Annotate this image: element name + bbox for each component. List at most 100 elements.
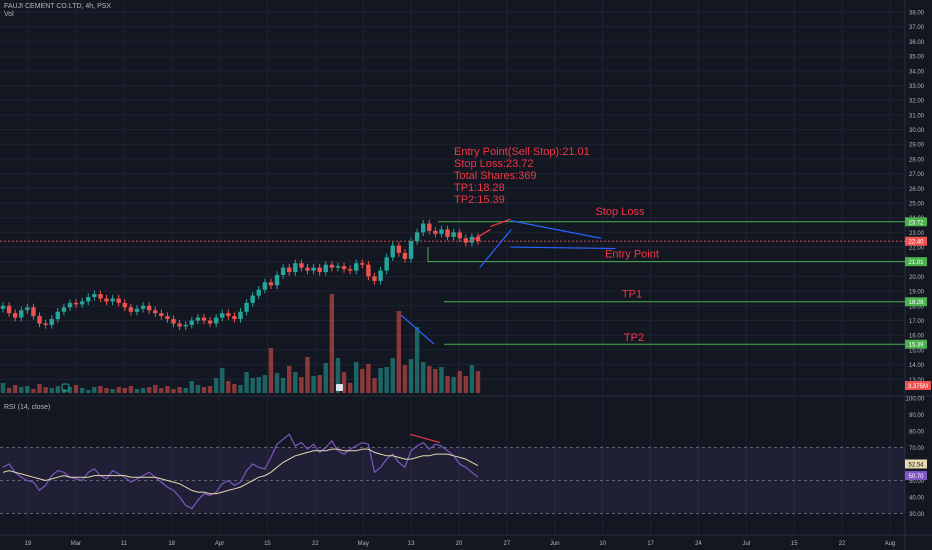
price-tick-label: 29.00	[909, 143, 925, 149]
level-badge-bg	[905, 297, 927, 307]
candle-body	[463, 238, 469, 243]
time-axis: 19 Mar 11 18 Apr 15 22 May 13 20 27 Jun 10 17 24 Jul 15 2…	[25, 541, 896, 547]
candle-body	[25, 307, 30, 311]
chart-title: FAUJI CEMENT CO.LTD, 4h, PSX	[4, 3, 112, 10]
price-tick-label: 30.00	[909, 128, 925, 134]
volume-bar	[177, 387, 182, 393]
candle-body	[195, 317, 201, 321]
price-tick-label: 26.00	[909, 187, 925, 193]
rsi-label: RSI (14, close)	[4, 404, 51, 411]
candle-body	[116, 298, 121, 303]
volume-label: Vol	[4, 11, 14, 18]
volume-bar	[238, 385, 243, 393]
volume-bar	[116, 387, 121, 393]
candle-body	[37, 316, 42, 324]
candle-body	[128, 307, 134, 312]
volume-bar	[92, 387, 97, 393]
candle-body	[183, 324, 188, 327]
price-tick-label: 20.00	[909, 275, 925, 281]
volume-trend-line	[400, 314, 435, 345]
candle-body	[67, 302, 73, 308]
volume-bar	[55, 386, 61, 393]
volume-bar	[86, 390, 91, 393]
candle-body	[311, 267, 316, 271]
candle-body	[354, 263, 359, 271]
volume-bar	[335, 358, 341, 393]
candle-body	[329, 264, 335, 268]
candle-body	[268, 282, 274, 286]
volume-bar	[347, 383, 353, 393]
volume-bar	[67, 387, 73, 393]
rsi-axis: 30.0040.0050.0060.0070.0080.0090.00100.0…	[906, 397, 925, 519]
volume-bar	[414, 327, 420, 393]
candle-body	[189, 320, 194, 325]
volume-bar	[323, 363, 328, 393]
candle-body	[220, 313, 225, 318]
volume-bar	[213, 378, 219, 393]
stop-loss-label: Stop Loss	[596, 206, 645, 218]
candle-body	[360, 263, 365, 265]
candle-body	[12, 313, 18, 318]
candle-body	[287, 267, 292, 273]
time-tick-label: 11	[121, 541, 128, 547]
price-tick-label: 14.00	[909, 363, 925, 369]
candle-body	[280, 267, 286, 275]
candle-body	[274, 274, 280, 286]
candle-body	[420, 223, 426, 233]
volume-bar	[354, 362, 359, 393]
candle-body	[165, 316, 170, 320]
volume-bar	[445, 376, 450, 393]
time-tick-label: 24	[695, 541, 702, 547]
time-tick-label: Aug	[885, 541, 896, 547]
rsi-tick-label: 70.00	[909, 446, 925, 452]
volume-bar	[244, 372, 249, 393]
price-tick-label: 31.00	[909, 113, 925, 119]
rsi-badge: 50.70	[908, 474, 924, 480]
top-red	[490, 218, 511, 228]
volume-bar	[433, 369, 438, 393]
wedge-lower-blue	[510, 246, 616, 250]
volume-bar	[49, 388, 54, 393]
volume-bars	[0, 294, 481, 393]
candle-body	[134, 308, 140, 312]
volume-bar	[110, 389, 115, 393]
tp1-label: TP1	[622, 289, 642, 301]
candle-body	[0, 305, 6, 309]
level-badge: 23.72	[908, 220, 924, 226]
last-price-badge: 22.40	[908, 240, 924, 246]
rsi-ma-line	[2, 448, 479, 495]
volume-bar	[274, 373, 280, 393]
volume-bar	[207, 386, 213, 393]
volume-bar	[457, 371, 462, 393]
volume-bar	[12, 385, 18, 393]
time-tick-label: 13	[408, 541, 415, 547]
time-tick-label: 22	[839, 541, 846, 547]
time-tick-label: Jul	[742, 541, 750, 547]
candle-body	[366, 264, 371, 277]
rsi-ma-badge-bg	[905, 459, 927, 469]
candle-body	[55, 311, 61, 320]
candle-body	[475, 236, 481, 242]
candle-body	[457, 232, 462, 239]
candle-body	[262, 282, 268, 290]
volume-bar	[226, 381, 231, 393]
time-tick-label: 19	[25, 541, 32, 547]
candlestick-series	[0, 219, 481, 331]
candle-body	[19, 310, 24, 318]
candle-body	[92, 294, 97, 298]
volume-bar	[390, 358, 395, 393]
candle-body	[293, 263, 298, 273]
price-axis: 13.00 14.00 15.00 16.00 17.00 18.00 19.00 20.00…	[909, 11, 925, 384]
candle-body	[232, 316, 237, 320]
candle-body	[49, 319, 54, 325]
price-tick-label: 13.00	[909, 378, 925, 384]
volume-bar	[378, 368, 383, 393]
volume-bar	[122, 388, 127, 393]
candle-body	[238, 311, 243, 320]
price-tick-label: 17.00	[909, 319, 925, 325]
candle-body	[98, 294, 103, 299]
volume-bar	[287, 366, 292, 393]
rsi-tick-label: 80.00	[909, 430, 925, 436]
